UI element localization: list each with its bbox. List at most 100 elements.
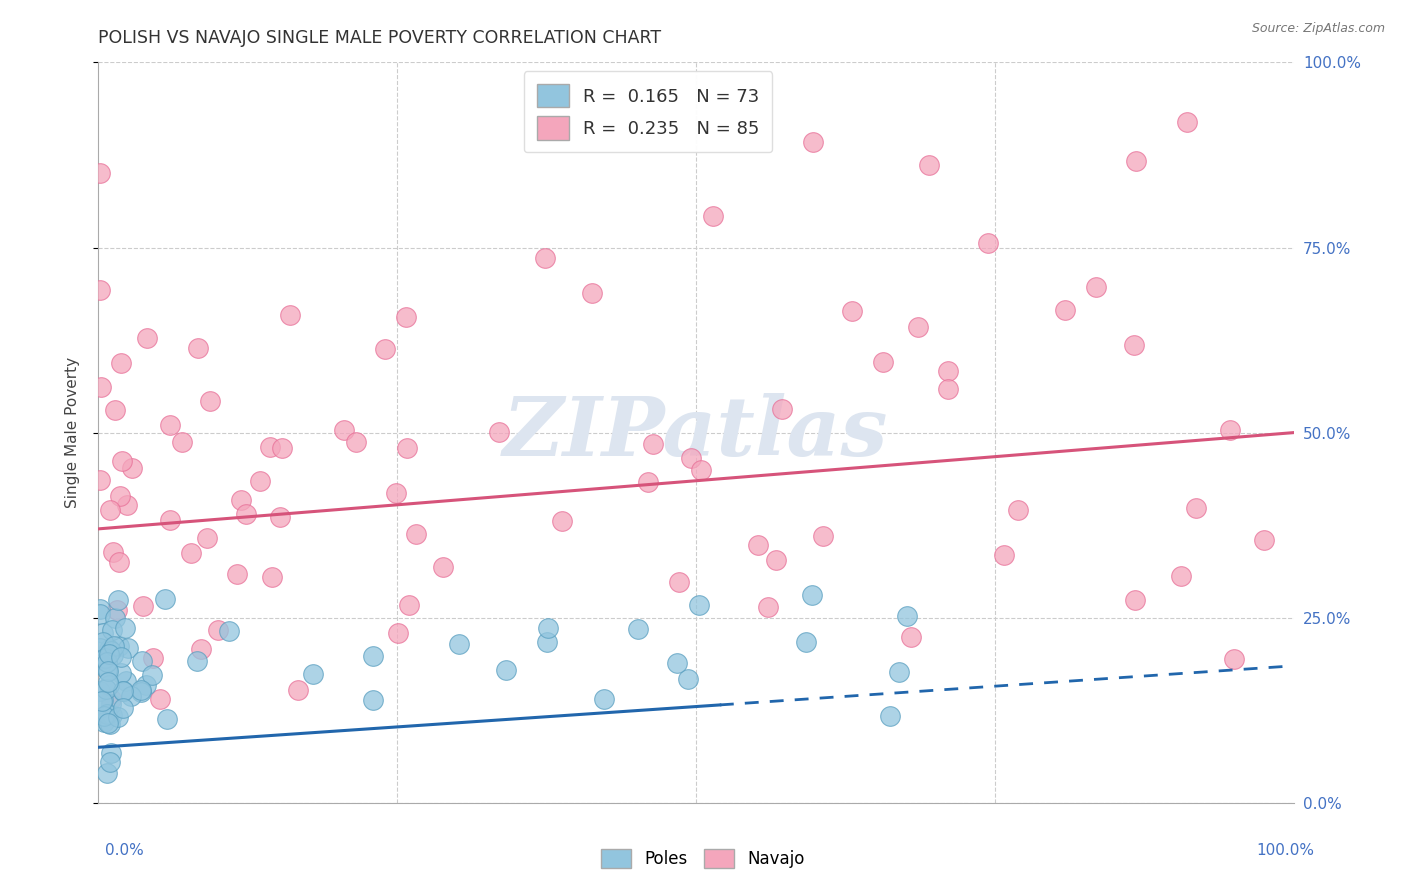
Point — [101, 545, 124, 559]
Point — [190, 642, 212, 657]
Point — [1084, 279, 1107, 293]
Point — [141, 668, 163, 682]
Point — [225, 567, 247, 582]
Point — [887, 665, 910, 679]
Point — [180, 545, 202, 559]
Point — [581, 285, 603, 300]
Point — [90, 380, 112, 394]
Point — [89, 607, 111, 622]
Point — [536, 635, 558, 649]
Point — [91, 692, 114, 706]
Point — [332, 423, 354, 437]
Point — [879, 709, 901, 723]
Point — [363, 648, 385, 663]
Point — [676, 673, 699, 687]
Text: 0.0%: 0.0% — [105, 843, 145, 858]
Point — [149, 692, 172, 706]
Point — [593, 691, 616, 706]
Point — [374, 342, 396, 356]
Point — [387, 626, 409, 640]
Point — [811, 529, 834, 543]
Point — [96, 706, 118, 721]
Point — [91, 635, 114, 649]
Point — [136, 331, 159, 345]
Point — [361, 693, 384, 707]
Point — [135, 678, 157, 692]
Point — [98, 717, 121, 731]
Point — [155, 591, 177, 606]
Point — [112, 683, 135, 698]
Point — [89, 684, 111, 698]
Point — [100, 697, 122, 711]
Point — [249, 474, 271, 488]
Point — [627, 622, 650, 636]
Point — [800, 589, 823, 603]
Point — [97, 674, 120, 689]
Point — [756, 600, 779, 615]
Point — [1053, 302, 1076, 317]
Point — [111, 684, 134, 698]
Point — [132, 599, 155, 613]
Text: 100.0%: 100.0% — [1257, 843, 1315, 858]
Point — [110, 666, 132, 681]
Point — [131, 684, 153, 698]
Point — [1253, 533, 1275, 548]
Point — [93, 714, 115, 729]
Point — [287, 683, 309, 698]
Point — [1170, 568, 1192, 582]
Point — [98, 647, 121, 661]
Point — [872, 355, 894, 369]
Point — [111, 454, 134, 468]
Point — [551, 514, 574, 528]
Point — [107, 710, 129, 724]
Legend: Poles, Navajo: Poles, Navajo — [595, 842, 811, 875]
Point — [98, 678, 121, 692]
Point — [198, 393, 221, 408]
Point — [907, 319, 929, 334]
Point — [534, 251, 557, 265]
Point — [114, 673, 136, 688]
Point — [159, 417, 181, 432]
Legend: R =  0.165   N = 73, R =  0.235   N = 85: R = 0.165 N = 73, R = 0.235 N = 85 — [524, 71, 772, 153]
Point — [395, 441, 418, 455]
Point — [896, 608, 918, 623]
Point — [101, 648, 124, 662]
Point — [120, 690, 142, 704]
Point — [688, 598, 710, 612]
Point — [395, 310, 418, 325]
Point — [96, 663, 118, 677]
Point — [93, 651, 115, 665]
Point — [100, 623, 122, 637]
Point — [98, 755, 121, 769]
Point — [207, 623, 229, 637]
Point — [643, 437, 665, 451]
Point — [121, 461, 143, 475]
Point — [278, 309, 301, 323]
Point — [765, 553, 787, 567]
Point — [91, 625, 114, 640]
Point — [103, 639, 125, 653]
Point — [91, 694, 114, 708]
Point — [302, 667, 325, 681]
Point — [100, 643, 122, 657]
Point — [107, 592, 129, 607]
Point — [142, 650, 165, 665]
Point — [702, 209, 724, 223]
Point — [108, 555, 131, 569]
Point — [110, 355, 132, 369]
Point — [104, 403, 127, 417]
Point — [405, 526, 427, 541]
Point — [97, 707, 120, 722]
Text: ZIPatlas: ZIPatlas — [503, 392, 889, 473]
Point — [110, 650, 132, 665]
Point — [195, 531, 218, 545]
Point — [269, 509, 291, 524]
Point — [89, 641, 111, 656]
Text: Source: ZipAtlas.com: Source: ZipAtlas.com — [1251, 22, 1385, 36]
Point — [97, 716, 120, 731]
Point — [900, 630, 922, 644]
Point — [385, 486, 408, 500]
Point — [993, 549, 1015, 563]
Point — [1184, 501, 1206, 516]
Point — [770, 402, 793, 417]
